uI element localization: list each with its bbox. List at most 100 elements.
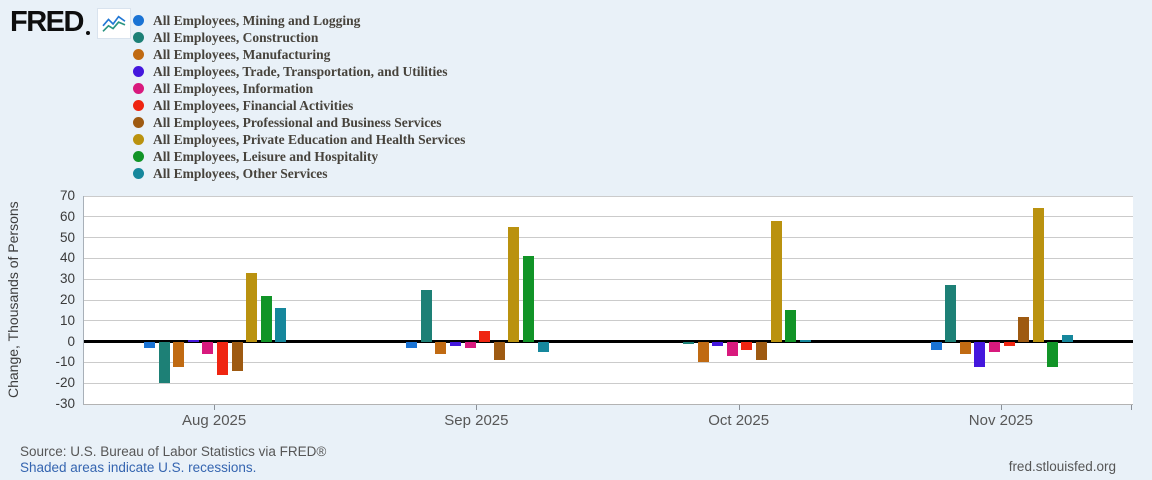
legend-item-label: All Employees, Other Services [153,165,328,181]
bar [989,341,1001,352]
bar [508,227,520,342]
source-note: Source: U.S. Bureau of Labor Statistics … [20,444,327,459]
x-month-label: Oct 2025 [708,412,770,429]
legend-item-label: All Employees, Private Education and Hea… [153,131,466,147]
bar [959,341,971,355]
y-tick-label: 20 [59,292,75,307]
legend-item-label: All Employees, Construction [153,29,319,45]
legend-swatch-icon [133,117,144,128]
legend-swatch-icon [133,134,144,145]
legend-item-label: All Employees, Professional and Business… [153,114,442,130]
legend-item: All Employees, Private Education and Hea… [133,131,465,148]
fred-logo[interactable]: FRED [10,8,131,39]
x-tick [738,405,740,410]
legend-item-label: All Employees, Financial Activities [153,97,354,113]
bar [449,341,461,346]
y-tick-label: 40 [59,250,75,266]
gridline [84,196,1133,197]
legend-item: All Employees, Trade, Transportation, an… [133,63,465,80]
legend-swatch-icon [133,66,144,77]
bar [522,256,534,342]
bar [537,341,549,352]
legend-swatch-icon [133,49,144,60]
y-axis-tick-labels: 70 60 50 40 30 20 10 0 -10 -20 -30 [0,188,75,411]
bar [930,341,942,350]
bar [493,341,505,361]
bar [974,341,986,367]
bar [420,289,432,342]
bar [726,341,738,357]
plot-area [83,196,1133,405]
x-tick [1000,405,1002,410]
legend-item: All Employees, Manufacturing [133,46,465,63]
gridline [84,361,1133,363]
bar [435,341,447,355]
bar [246,272,258,342]
bar [143,341,155,348]
bar [260,295,272,342]
gridline [84,382,1133,384]
bar [275,308,287,342]
bar [231,341,243,371]
legend-item: All Employees, Professional and Business… [133,114,465,131]
gridline [84,320,1133,322]
legend-swatch-icon [133,100,144,111]
bar [464,341,476,348]
bar [187,339,199,342]
fred-logo-trademark-dot [85,31,90,35]
fred-watermark: fred.stlouisfed.org [1008,459,1116,474]
legend-item: All Employees, Information [133,80,465,97]
legend-item: All Employees, Construction [133,29,465,46]
legend-swatch-icon [133,168,144,179]
legend-item: All Employees, Financial Activities [133,97,465,114]
bar [1018,316,1030,342]
bar [799,339,811,342]
bar [945,285,957,342]
y-tick-label: -20 [55,375,75,391]
legend-item-label: All Employees, Manufacturing [153,46,331,62]
bar [406,341,418,348]
y-tick-label: 70 [59,188,75,203]
y-tick-label: 10 [59,312,75,328]
bar [173,341,185,367]
gridline [84,216,1133,218]
bar [202,341,214,355]
legend-item: All Employees, Leisure and Hospitality [133,148,465,165]
fred-sparkline-icon [96,8,131,39]
bar [216,341,228,375]
legend-swatch-icon [133,15,144,26]
x-axis: Aug 2025 Sep 2025 Oct 2025 Nov 2025 [83,405,1132,433]
x-tick [476,405,478,410]
bar [697,341,709,363]
y-tick-label: 30 [59,271,75,287]
x-month-label: Nov 2025 [968,412,1033,429]
legend-item-label: All Employees, Mining and Logging [153,12,361,28]
gridline [84,237,1133,239]
bar [1032,208,1044,342]
bar [770,220,782,342]
y-tick-label: 60 [59,208,75,224]
gridline [84,257,1133,259]
legend-swatch-icon [133,32,144,43]
bar [479,331,491,342]
x-month-label: Aug 2025 [182,412,247,429]
recession-note-link[interactable]: Shaded areas indicate U.S. recessions. [20,460,257,475]
y-tick-label: 50 [59,229,75,245]
bar [712,341,724,346]
gridline [84,278,1133,280]
bar [1047,341,1059,367]
bar [756,341,768,361]
legend-item-label: All Employees, Information [153,80,314,96]
legend-item: All Employees, Other Services [133,165,465,182]
bar [683,341,695,344]
bar [785,310,797,342]
bar [1003,341,1015,346]
gridline [84,299,1133,301]
bar [1062,335,1074,342]
bar [158,341,170,384]
fred-logo-text: FRED [10,6,84,38]
x-tick [214,405,216,410]
legend-item-label: All Employees, Trade, Transportation, an… [153,63,448,79]
legend: All Employees, Mining and Logging All Emp… [133,12,465,182]
